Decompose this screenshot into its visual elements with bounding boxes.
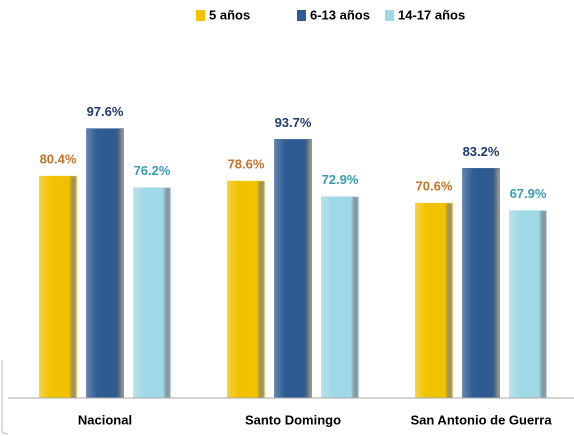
legend-label: 5 años xyxy=(209,7,250,22)
bar xyxy=(133,187,171,399)
legend-swatch xyxy=(297,10,306,21)
legend-label: 6-13 años xyxy=(310,7,370,22)
bar xyxy=(86,128,124,399)
x-tick-label: San Antonio de Guerra xyxy=(410,412,552,427)
value-label: 72.9% xyxy=(322,172,359,187)
x-tick-label: Santo Domingo xyxy=(245,412,341,427)
x-tick-label: Nacional xyxy=(78,412,132,427)
legend-swatch xyxy=(385,10,394,21)
bar xyxy=(415,202,453,399)
bar xyxy=(39,175,77,399)
value-label: 78.6% xyxy=(228,157,265,172)
value-label: 76.2% xyxy=(134,163,171,178)
legend-swatch xyxy=(196,10,205,21)
bar xyxy=(321,196,359,399)
value-label: 70.6% xyxy=(416,179,453,194)
legend-label: 14-17 años xyxy=(398,7,465,22)
bar xyxy=(509,210,547,399)
value-label: 80.4% xyxy=(40,152,77,167)
bar xyxy=(227,180,265,399)
value-label: 67.9% xyxy=(510,186,547,201)
value-label: 93.7% xyxy=(275,115,312,130)
bar xyxy=(274,139,312,399)
value-label: 97.6% xyxy=(87,104,124,119)
value-label: 83.2% xyxy=(463,144,500,159)
frame xyxy=(1,360,9,435)
bar xyxy=(462,168,500,399)
